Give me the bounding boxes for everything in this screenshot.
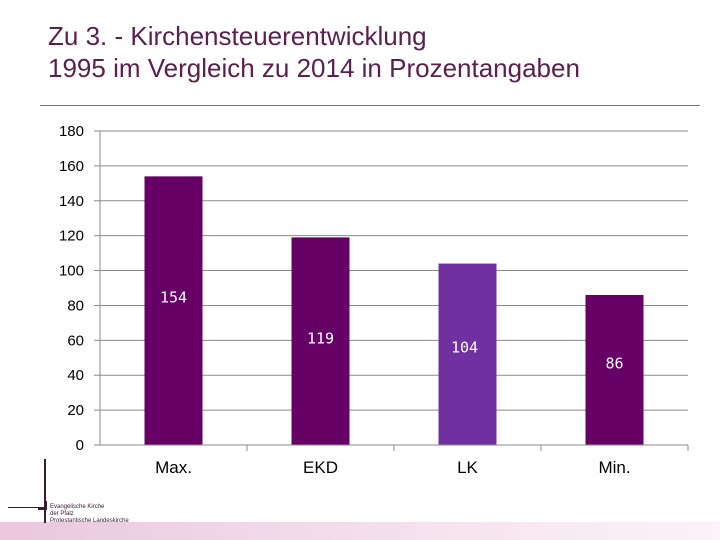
x-tick-label-3: LK bbox=[457, 458, 478, 477]
y-tick-label-140: 140 bbox=[59, 193, 84, 210]
y-tick-label-100: 100 bbox=[59, 263, 84, 280]
logo-text-line-2: der Pfalz bbox=[50, 511, 74, 517]
y-tick-label-60: 60 bbox=[67, 332, 84, 349]
logo-text-line-3: Protestantische Landeskirche bbox=[50, 518, 129, 524]
data-label-4: 86 bbox=[605, 354, 623, 372]
y-tick-label-40: 40 bbox=[67, 367, 84, 384]
logo-corner-mark bbox=[38, 501, 47, 510]
y-tick-label-120: 120 bbox=[59, 228, 84, 245]
bar-1 bbox=[144, 176, 203, 445]
title-line-1: Zu 3. - Kirchensteuerentwicklung bbox=[48, 21, 427, 51]
data-label-2: 119 bbox=[307, 329, 334, 347]
bar-4 bbox=[585, 294, 644, 445]
y-tick-label-20: 20 bbox=[67, 402, 84, 419]
logo-text-line-1: Evangelische Kirche bbox=[50, 504, 105, 510]
x-tick-label-4: Min. bbox=[598, 458, 630, 477]
x-tick-label-1: Max. bbox=[155, 458, 192, 477]
footer-strip bbox=[0, 522, 720, 540]
title-line-2: 1995 im Vergleich zu 2014 in Prozentanga… bbox=[48, 53, 580, 83]
logo-cross-vertical bbox=[44, 459, 46, 523]
y-tick-label-160: 160 bbox=[59, 158, 84, 175]
y-tick-label-0: 0 bbox=[76, 437, 84, 454]
logo-text: Evangelische Kirche der Pfalz Protestant… bbox=[50, 504, 129, 525]
y-tick-label-180: 180 bbox=[59, 123, 84, 140]
church-logo: Evangelische Kirche der Pfalz Protestant… bbox=[0, 455, 129, 527]
data-label-1: 154 bbox=[160, 289, 187, 307]
x-tick-label-2: EKD bbox=[303, 458, 338, 477]
page-title: Zu 3. - Kirchensteuerentwicklung 1995 im… bbox=[48, 20, 708, 84]
bar-3 bbox=[438, 263, 497, 445]
title-divider bbox=[40, 105, 700, 106]
y-tick-label-80: 80 bbox=[67, 297, 84, 314]
logo-cross-horizontal bbox=[8, 507, 46, 508]
bar-2 bbox=[291, 237, 350, 445]
data-label-3: 104 bbox=[451, 338, 478, 356]
